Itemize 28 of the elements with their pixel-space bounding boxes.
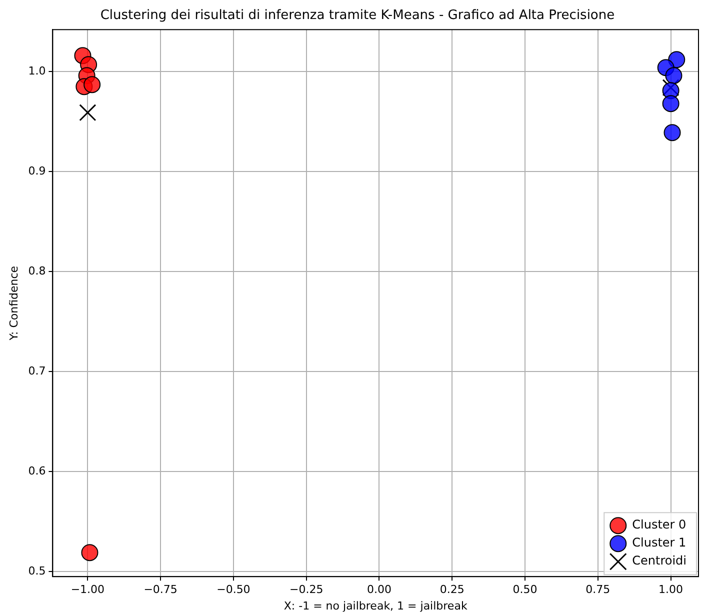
y-tick-label: 0.5 — [28, 564, 46, 578]
x-tick-label: 0.00 — [366, 583, 392, 596]
point — [81, 544, 98, 562]
point — [79, 104, 96, 122]
point — [662, 79, 680, 96]
x-tick-label: 0.25 — [440, 583, 464, 596]
legend-label: Cluster 0 — [632, 518, 686, 532]
y-axis-title: Y: Confidence — [7, 266, 20, 342]
point — [665, 67, 682, 84]
x-tick-label: 0.75 — [586, 583, 610, 596]
x-tick-label: −0.25 — [289, 583, 324, 596]
y-tick-label: 0.9 — [28, 164, 46, 178]
legend-label: Cluster 1 — [632, 536, 686, 550]
x-tick-label: −1.00 — [70, 583, 105, 596]
x-tick-label: 1.00 — [658, 583, 684, 596]
legend-label: Centroidi — [632, 554, 687, 568]
point — [84, 76, 101, 94]
point — [664, 124, 681, 142]
y-tick-label: 0.8 — [28, 264, 46, 278]
y-tick-label: 1.0 — [28, 64, 46, 78]
point — [662, 95, 680, 112]
y-tick-label: 0.7 — [28, 364, 46, 378]
x-axis-title: X: -1 = no jailbreak, 1 = jailbreak — [284, 599, 468, 612]
x-tick-label: 0.50 — [512, 583, 538, 596]
x-tick-label: −0.50 — [216, 583, 250, 596]
chart-title: Clustering dei risultati di inferenza tramite K-Means - Grafico ad Alta Precisione — [100, 8, 615, 24]
y-tick-label: 0.6 — [28, 464, 46, 478]
x-tick-label: −0.75 — [144, 583, 178, 596]
